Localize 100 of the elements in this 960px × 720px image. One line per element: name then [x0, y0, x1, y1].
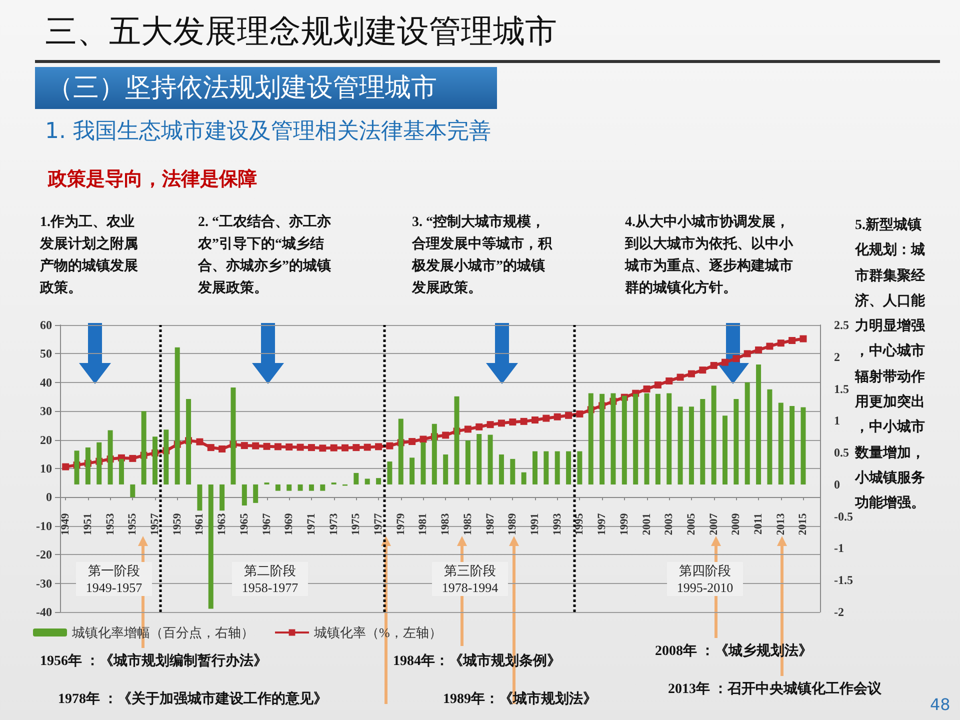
- bar: [744, 382, 750, 484]
- y-tick-label: 0: [46, 490, 52, 504]
- x-tick-label: 1965: [238, 512, 250, 536]
- text: 2013年 ：召开中央城镇化工作会议: [668, 680, 882, 699]
- bar: [164, 430, 169, 484]
- x-tick-label: 1999: [618, 512, 630, 536]
- bar: [96, 442, 102, 484]
- x-tick-label: 1961: [194, 513, 206, 536]
- bar: [320, 484, 326, 491]
- bar: [767, 389, 772, 484]
- y2-tick-label: 2: [834, 350, 840, 364]
- x-tick-label: 1981: [417, 513, 430, 536]
- bar: [521, 472, 526, 484]
- chart-subtitle: （三）坚持依法规划建设管理城市: [35, 67, 497, 109]
- y2-tick-label: 1: [834, 414, 840, 428]
- bar: [655, 394, 660, 484]
- x-tick-label: 1995: [574, 512, 586, 536]
- annotation: 第四阶段 1995-2010: [667, 562, 743, 596]
- bar: [208, 484, 214, 609]
- x-tick-label: 1951: [82, 513, 94, 536]
- y-tick-label: 60: [40, 318, 52, 332]
- bar: [454, 396, 460, 484]
- x-tick-label: 1953: [104, 512, 116, 536]
- x-tick-label: 1993: [551, 512, 564, 536]
- y-tick-label: 40: [40, 375, 52, 390]
- y2-tick-label: 1.5: [834, 382, 849, 396]
- bar: [532, 451, 538, 484]
- y-tick-label: -40: [36, 605, 52, 619]
- y-tick-label: -20: [36, 548, 52, 562]
- y2-tick-label: 2.5: [834, 318, 849, 332]
- x-tick-label: 2009: [730, 512, 742, 536]
- bar: [230, 388, 236, 484]
- x-tick-label: 1949: [60, 512, 72, 536]
- x-tick-label: 2015: [797, 512, 810, 536]
- bar: [108, 430, 113, 484]
- text: 1. 我国生态城市建设及管理相关法律基本完善: [45, 118, 491, 146]
- bar: [778, 402, 784, 484]
- bar: [308, 484, 314, 491]
- x-tick-label: 1971: [305, 513, 318, 536]
- bar: [610, 393, 616, 484]
- x-tick-label: 1967: [260, 512, 273, 536]
- x-tick-label: 2007: [708, 512, 720, 536]
- bar: [275, 484, 280, 491]
- bar: [666, 393, 672, 484]
- text: 48: [930, 695, 950, 715]
- bar: [465, 440, 470, 484]
- text: 2. “工农结合、亦工亦农”引导下的“城乡结合、亦城亦乡”的城镇发展政策。: [198, 212, 332, 298]
- bar: [722, 416, 728, 484]
- x-tick-label: 1979: [394, 512, 407, 536]
- y-tick-label: 50: [40, 346, 52, 361]
- text: 1.作为工、农业发展计划之附属产物的城镇发展政策。: [40, 213, 139, 298]
- x-tick-label: 1975: [350, 512, 362, 536]
- bar: [488, 434, 493, 484]
- annotation: 第三阶段 1978-1994: [432, 562, 508, 596]
- text: 1984年：《城市规划条例》: [393, 652, 561, 671]
- bar: [130, 484, 136, 498]
- x-tick-label: 1969: [283, 512, 296, 536]
- bar: [410, 458, 415, 484]
- bar: [197, 484, 202, 511]
- x-tick-label: 1959: [171, 512, 184, 536]
- bar: [74, 450, 80, 484]
- y-tick-label: -10: [36, 518, 52, 533]
- bar: [577, 451, 582, 484]
- y2-tick-label: 0: [834, 477, 840, 492]
- bar: [85, 447, 90, 484]
- bar: [600, 394, 605, 484]
- x-tick-label: 1991: [529, 513, 541, 536]
- x-tick-label: 2003: [663, 512, 676, 536]
- bar: [476, 434, 482, 484]
- bar: [678, 406, 683, 484]
- bar: [700, 398, 706, 484]
- bar: [242, 484, 247, 506]
- y-tick-label: 20: [40, 432, 52, 447]
- text: 4.从大中小城市协调发展，到以大城市为依托、以中小城市为重点、逐步构建城市群的城镇化方针。: [625, 212, 794, 298]
- bar: [544, 451, 549, 484]
- y-tick-label: -30: [36, 576, 52, 590]
- x-tick-label: 1977: [372, 512, 385, 536]
- x-tick-label: 1973: [328, 512, 340, 536]
- y2-tick-label: 0.5: [834, 446, 849, 460]
- text: 5.新型城镇化规划：城市群集聚经济、人口能力明显增强，中心城市辐射带动作用更加突出，中小城市数量增加，小城镇服务功能增强。: [855, 218, 925, 512]
- bar: [376, 478, 382, 484]
- text: 政策是导向，法律是保障: [48, 168, 257, 192]
- text: 1978年 ：《关于加强城市建设工作的意见》: [58, 690, 328, 709]
- bar: [152, 436, 158, 484]
- bar: [364, 478, 370, 484]
- x-tick-label: 1957: [149, 512, 161, 536]
- bar: [734, 398, 739, 484]
- bar: [498, 454, 504, 484]
- bar: [387, 461, 392, 484]
- text: 1956年 ：《城市规划编制暂行办法》: [40, 652, 268, 671]
- annotation: 第二阶段 1958-1977: [232, 562, 308, 596]
- y2-tick-label: -1.5: [834, 573, 853, 588]
- bar: [174, 347, 180, 484]
- bar: [443, 454, 448, 484]
- y2-tick-label: -2: [834, 605, 844, 619]
- x-tick-label: 1997: [596, 512, 608, 536]
- x-tick-label: 2013: [774, 512, 787, 536]
- bar: [554, 451, 560, 484]
- bar: [756, 364, 762, 484]
- y2-tick-label: -0.5: [834, 509, 853, 524]
